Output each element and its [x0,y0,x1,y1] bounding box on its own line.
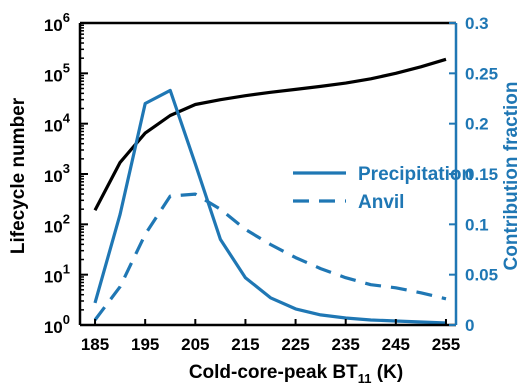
series-line-anvil [93,192,447,321]
y-left-axis-title: Lifecycle number [8,97,29,254]
y-left-tick-exponent: 1 [63,262,70,277]
y-left-tick-base: 10 [44,66,63,85]
y-left-tick-label: 102 [44,211,70,236]
y-left-tick-exponent: 5 [63,60,70,75]
y-left-tick-label: 106 [44,10,70,35]
y-right-axis-title: Contribution fraction [501,82,522,271]
y-left-tick-base: 10 [44,217,63,236]
x-axis-title: Cold-core-peak BT11 (K) [189,362,403,385]
y-left-tick-label: 104 [44,111,71,136]
x-tick-label: 185 [81,335,109,354]
x-tick-label: 205 [181,335,209,354]
y-right-tick-label: 0.05 [465,266,498,285]
y-left-tick-label: 105 [44,60,70,85]
x-tick-label: 215 [231,335,259,354]
y-left-tick-exponent: 4 [63,111,71,126]
x-tick-label: 245 [382,335,410,354]
y-left-tick-exponent: 6 [63,10,70,25]
y-right-tick-label: 0.1 [465,215,489,234]
series-layer [93,57,447,325]
y-right-tick-label: 0.3 [465,14,489,33]
x-axis-title-unit: (K) [372,362,404,383]
axes-layer: 185 195 205 215 225 235 245 2551001011021031041… [44,10,498,354]
y-left-tick-base: 10 [44,16,63,35]
x-tick-label: 225 [281,335,309,354]
y-right-tick-label: 0.15 [465,165,498,184]
x-tick-label: 235 [332,335,360,354]
y-left-tick-base: 10 [44,167,63,186]
legend-label-anvil: Anvil [358,192,404,213]
legend: Precipitation Anvil [293,164,473,213]
x-tick-label: 255 [432,335,460,354]
legend-label-precipitation: Precipitation [358,164,473,185]
series-line-lifecycle-number [93,57,447,212]
y-left-tick-base: 10 [44,268,63,287]
y-left-tick-exponent: 0 [63,312,70,327]
y-right-tick-label: 0.25 [465,64,498,83]
y-right-tick-label: 0.2 [465,115,489,134]
y-left-tick-label: 100 [44,312,70,337]
x-axis-title-subscript: 11 [358,371,372,385]
y-left-tick-exponent: 3 [63,161,70,176]
x-axis-title-main: Cold-core-peak BT [189,362,358,383]
y-right-tick-label: 0 [465,316,474,335]
y-left-tick-label: 103 [44,161,70,186]
y-left-tick-label: 101 [44,262,70,287]
y-left-tick-base: 10 [44,117,63,136]
y-left-tick-base: 10 [44,318,63,337]
x-tick-label: 195 [131,335,159,354]
series-line-precipitation [93,88,447,325]
y-left-tick-exponent: 2 [63,211,70,226]
